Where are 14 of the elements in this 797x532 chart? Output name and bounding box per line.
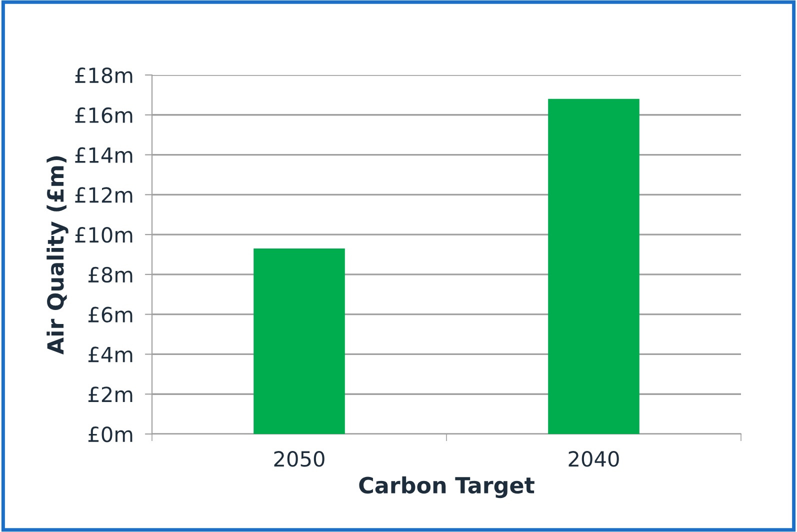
y-tick-label: £16m	[75, 107, 132, 124]
x-axis-title: Carbon Target	[359, 476, 534, 498]
y-tick-label: £14m	[75, 147, 132, 163]
y-tick-label: £0m	[88, 426, 132, 442]
y-axis-title: Air Quality (£m)	[46, 156, 68, 355]
y-tick-label: £2m	[88, 386, 132, 402]
y-tick-label: £4m	[88, 346, 132, 362]
y-tick-label: £12m	[75, 187, 132, 203]
y-tick-label: £8m	[88, 266, 132, 283]
y-tick-label: £6m	[88, 306, 132, 323]
x-tick-label: 2050	[274, 451, 324, 467]
y-tick-label: £18m	[75, 67, 132, 84]
y-tick-label: £10m	[75, 227, 132, 243]
x-tick-label: 2040	[568, 451, 619, 467]
